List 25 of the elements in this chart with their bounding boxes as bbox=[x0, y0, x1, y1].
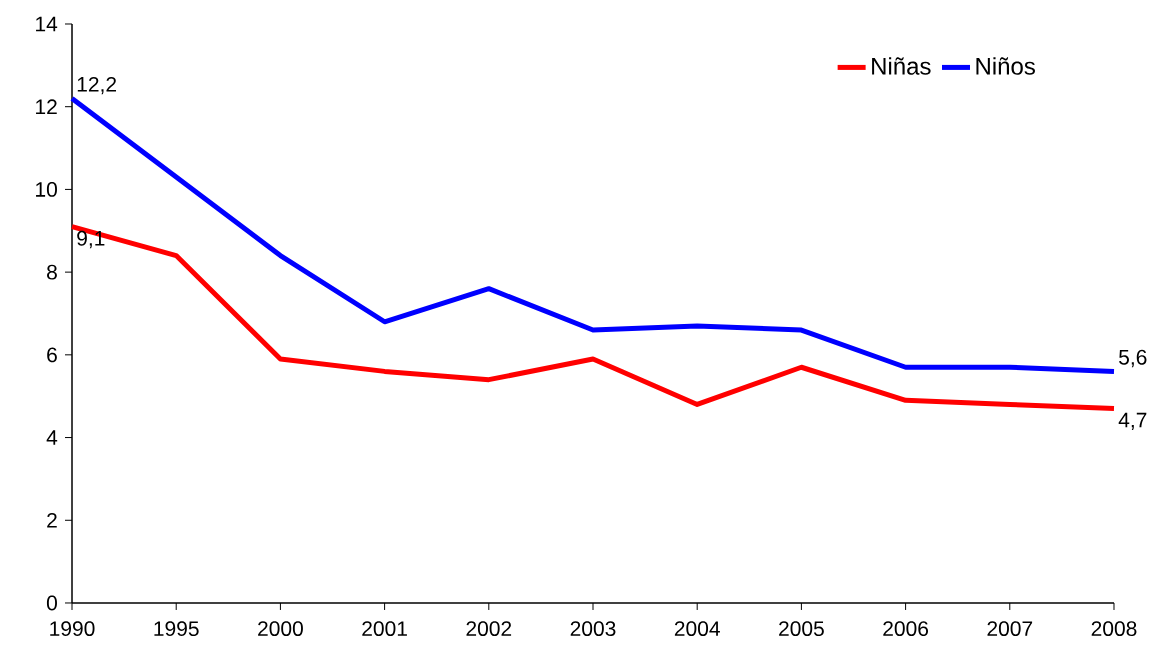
x-tick-label: 2005 bbox=[779, 621, 824, 637]
x-tick-label: 2006 bbox=[883, 621, 929, 637]
y-tick-label: 12 bbox=[36, 99, 57, 115]
data-label: 12,2 bbox=[77, 76, 117, 95]
x-tick-label: 2008 bbox=[1091, 621, 1137, 637]
data-label: 4,7 bbox=[1118, 412, 1147, 430]
data-label: 9,1 bbox=[77, 230, 105, 249]
x-tick-label: 1990 bbox=[50, 621, 95, 637]
y-tick-label: 6 bbox=[47, 347, 57, 363]
data-label: 5,6 bbox=[1119, 349, 1147, 368]
y-tick-label: 8 bbox=[47, 264, 57, 280]
legend-label: Niñas bbox=[872, 57, 931, 75]
x-tick-label: 2007 bbox=[987, 621, 1033, 637]
x-tick-label: 1995 bbox=[154, 621, 199, 637]
x-tick-label: 2003 bbox=[570, 621, 616, 637]
y-tick-label: 10 bbox=[36, 181, 57, 197]
y-tick-label: 4 bbox=[46, 430, 58, 445]
x-tick-label: 2000 bbox=[258, 621, 303, 637]
x-tick-label: 2001 bbox=[362, 621, 407, 637]
y-tick-label: 2 bbox=[47, 512, 57, 528]
x-tick-label: 2004 bbox=[674, 621, 720, 637]
y-tick-label: 0 bbox=[46, 595, 57, 611]
x-tick-label: 2002 bbox=[466, 621, 512, 637]
legend-label: Niños bbox=[976, 57, 1035, 75]
y-tick-label: 14 bbox=[36, 16, 58, 32]
